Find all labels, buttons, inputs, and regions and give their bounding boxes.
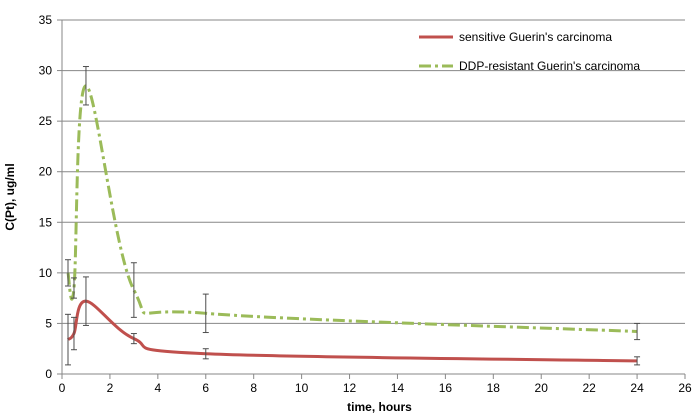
y-tick-label-5: 5 [45, 316, 52, 330]
y-tick-label-25: 25 [39, 114, 53, 128]
y-tick-label-30: 30 [39, 64, 53, 78]
error-bar-sensitive-1 [70, 316, 77, 351]
axes [57, 19, 686, 379]
error-bar-sensitive-3 [130, 333, 137, 345]
x-tick-label-6: 6 [202, 381, 209, 395]
legend-label-sensitive: sensitive Guerin's carcinoma [459, 30, 612, 44]
legend: sensitive Guerin's carcinoma DDP-resista… [419, 30, 640, 73]
error-bar-resistant-5 [634, 322, 641, 341]
y-tick-label-15: 15 [39, 215, 53, 229]
x-tick-label-8: 8 [250, 381, 257, 395]
error-bar-resistant-1 [70, 277, 77, 299]
x-tick-label-4: 4 [155, 381, 162, 395]
error-bar-sensitive-4 [202, 348, 209, 360]
x-tick-label-16: 16 [439, 381, 453, 395]
y-tick-label-20: 20 [39, 165, 53, 179]
x-tick-label-14: 14 [391, 381, 405, 395]
x-tick-label-10: 10 [295, 381, 309, 395]
x-tick-label-20: 20 [535, 381, 549, 395]
error-bar-resistant-0 [64, 259, 71, 287]
error-bar-sensitive-0 [64, 313, 71, 366]
x-tick-label-18: 18 [487, 381, 501, 395]
y-tick-label-0: 0 [45, 367, 52, 381]
x-tick-label-0: 0 [59, 381, 66, 395]
x-axis-title: time, hours [347, 400, 412, 414]
error-bars [64, 66, 641, 366]
y-tick-label-10: 10 [39, 266, 53, 280]
x-tick-label-22: 22 [582, 381, 596, 395]
x-tick-label-12: 12 [343, 381, 357, 395]
x-tick-label-24: 24 [630, 381, 644, 395]
error-bar-resistant-2 [82, 66, 89, 106]
error-bar-resistant-4 [202, 293, 209, 334]
series-line-resistant [66, 84, 638, 334]
legend-label-resistant: DDP-resistant Guerin's carcinoma [459, 59, 640, 73]
y-tick-labels: 0 5 10 15 20 25 30 35 [39, 13, 53, 381]
y-axis-title: C(Pt), ug/ml [3, 163, 17, 230]
error-bar-sensitive-2 [82, 276, 89, 326]
x-tick-label-2: 2 [107, 381, 114, 395]
gridlines [62, 19, 685, 324]
y-tick-label-35: 35 [39, 13, 53, 27]
error-bar-sensitive-5 [634, 356, 641, 366]
x-tick-labels: 0 2 4 6 8 10 12 14 16 18 20 22 24 26 [59, 381, 692, 395]
x-tick-label-26: 26 [678, 381, 692, 395]
error-bar-resistant-3 [130, 262, 137, 318]
